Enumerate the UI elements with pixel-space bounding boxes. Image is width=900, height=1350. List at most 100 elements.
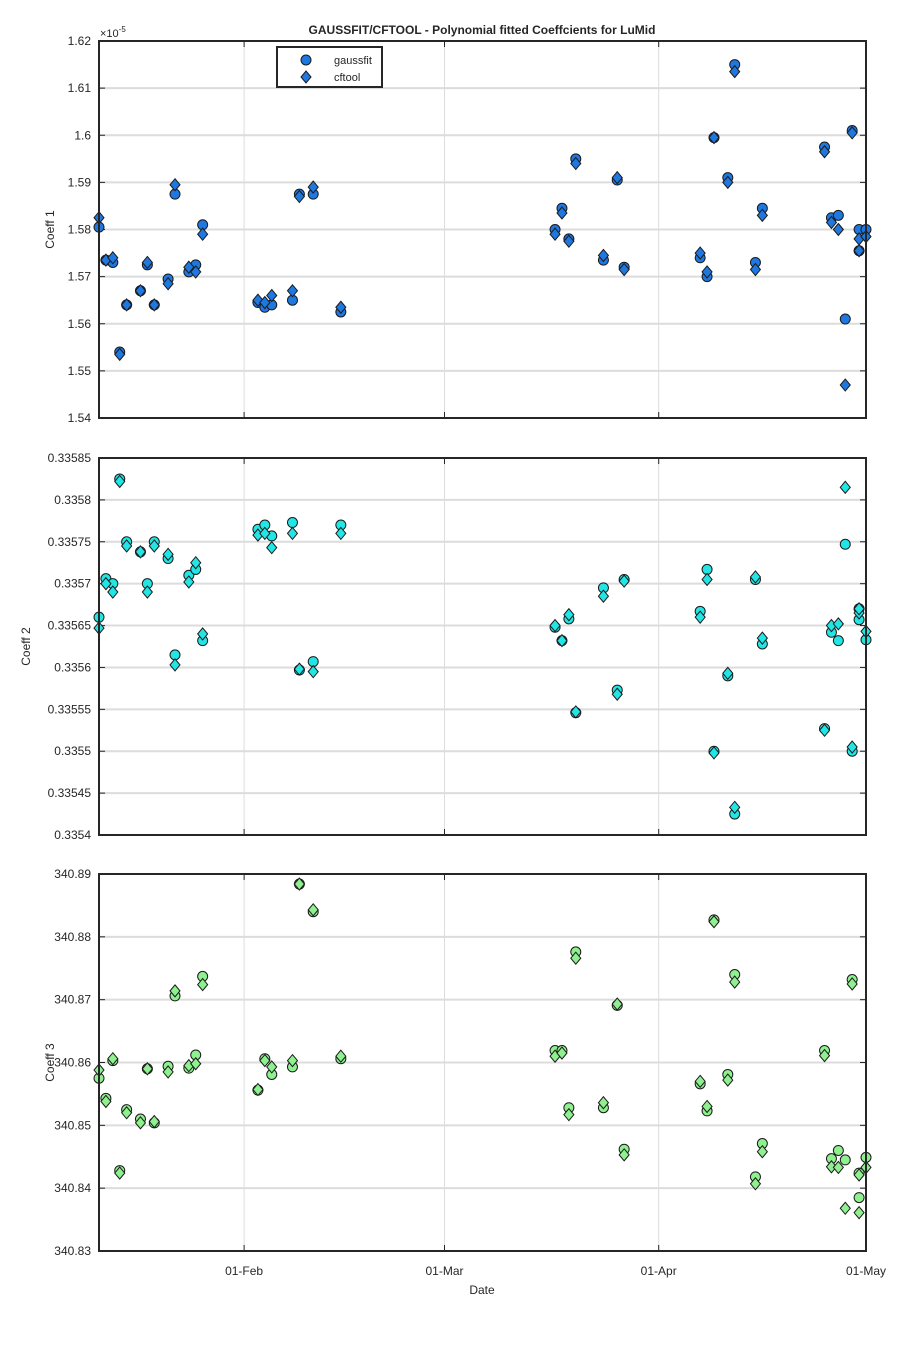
data-point-cftool (563, 234, 575, 249)
data-point-cftool (286, 283, 299, 298)
y-tick-labels: 340.83 340.84 340.85 340.86 340.87 340.88 340.… (54, 867, 91, 1258)
data-point-cftool (307, 180, 319, 194)
data-point-gaussfit (853, 1192, 865, 1204)
data-point-cftool (853, 1168, 865, 1182)
x-tick-label: 01-Mar (425, 1264, 463, 1278)
data-point-cftool (611, 170, 623, 185)
data-point-cftool (729, 800, 741, 815)
legend-label-cftool: cftool (334, 72, 360, 84)
data-point-cftool (722, 1073, 734, 1087)
data-point-cftool (286, 1053, 299, 1068)
data-point-cftool (293, 189, 306, 204)
y-tick-label: 1.57 (68, 270, 92, 284)
legend-marker-cftool (300, 70, 312, 84)
data-point-cftool (556, 206, 568, 220)
data-point-cftool (832, 222, 845, 237)
data-point-cftool (825, 215, 838, 230)
data-marks (93, 473, 872, 820)
data-point-cftool (556, 1046, 568, 1060)
data-point-cftool (162, 547, 174, 562)
data-point-cftool (597, 248, 610, 263)
panel-coeff-1: 1.54 1.55 1.56 1.57 1.58 1.59 1.6 1.61 1.62 Coef… (43, 34, 872, 425)
data-point-cftool (694, 246, 706, 260)
data-point-gaussfit (832, 209, 844, 221)
data-point-cftool (148, 539, 160, 553)
data-point-cftool (114, 347, 126, 362)
y-axis-label: Coeff 1 (43, 210, 57, 249)
y-tick-label: 1.62 (68, 34, 92, 48)
data-point-cftool (853, 602, 865, 616)
y-tick-label: 0.3355 (54, 744, 91, 758)
data-point-cftool (756, 1144, 769, 1159)
data-point-cftool (701, 1099, 713, 1114)
data-point-cftool (134, 283, 147, 298)
data-point-cftool (839, 480, 851, 495)
y-tick-labels: 1.54 1.55 1.56 1.57 1.58 1.59 1.6 1.61 1.62 (68, 34, 92, 425)
data-point-cftool (293, 877, 306, 891)
data-point-cftool (818, 723, 831, 738)
chart-title: GAUSSFIT/CFTOOL - Polynomial fitted Coef… (309, 23, 656, 37)
data-point-cftool (141, 1062, 154, 1076)
data-point-cftool (611, 687, 623, 702)
data-point-cftool (141, 585, 154, 599)
data-point-cftool (120, 298, 133, 312)
data-point-cftool (853, 1205, 865, 1220)
data-point-cftool (563, 1107, 575, 1122)
y-exponent-label: ×10-5 (100, 25, 126, 40)
y-tick-label: 0.3354 (54, 828, 91, 842)
data-point-cftool (701, 572, 713, 587)
y-tick-label: 340.83 (54, 1244, 91, 1258)
data-point-cftool (570, 156, 582, 171)
panel-coeff-2: 0.3354 0.33545 0.3355 0.33555 0.3356 0.33565 0… (19, 451, 872, 842)
data-point-cftool (148, 298, 160, 312)
data-point-cftool (162, 276, 174, 291)
data-point-cftool (749, 1176, 762, 1191)
y-exponent-base: ×10 (100, 28, 119, 40)
data-point-cftool (259, 1053, 271, 1068)
data-point-cftool (756, 208, 769, 223)
y-tick-label: 0.3357 (54, 577, 91, 591)
axes-frame (98, 40, 867, 419)
data-point-cftool (307, 664, 319, 679)
y-tick-label: 340.89 (54, 867, 91, 881)
x-tick-label: 01-Feb (225, 1264, 263, 1278)
data-point-gaussfit (839, 313, 851, 325)
y-exponent-power: -5 (119, 25, 127, 34)
data-point-cftool (694, 610, 706, 624)
x-tick-label: 01-May (846, 1264, 886, 1278)
data-point-cftool (818, 144, 831, 159)
data-point-gaussfit (839, 1154, 851, 1166)
legend-label-gaussfit: gaussfit (334, 55, 372, 67)
data-point-cftool (169, 177, 181, 192)
data-point-cftool (134, 1116, 147, 1130)
data-point-cftool (259, 526, 271, 541)
axes-frame (98, 457, 867, 836)
data-point-cftool (169, 658, 181, 672)
data-point-cftool (694, 1074, 706, 1089)
data-point-cftool (729, 64, 741, 79)
data-point-cftool (563, 607, 575, 622)
data-marks (93, 877, 872, 1220)
data-point-cftool (293, 662, 306, 676)
data-point-cftool (196, 227, 209, 241)
data-point-cftool (169, 984, 181, 998)
data-point-cftool (141, 255, 154, 270)
data-point-cftool (722, 666, 734, 681)
data-point-cftool (100, 576, 112, 591)
x-tick-label: 01-Apr (641, 1264, 677, 1278)
data-point-cftool (335, 526, 347, 541)
y-axis-label: Coeff 3 (43, 1043, 57, 1082)
y-tick-label: 1.55 (68, 364, 92, 378)
legend-box (276, 46, 383, 88)
data-point-cftool (190, 1056, 202, 1071)
data-point-cftool (722, 175, 734, 190)
data-point-cftool (729, 975, 741, 989)
data-point-cftool (846, 977, 858, 991)
y-tick-label: 0.33565 (48, 619, 92, 633)
data-marks (93, 59, 872, 392)
data-point-cftool (266, 1060, 278, 1074)
data-point-cftool (839, 378, 851, 392)
data-point-cftool (708, 746, 720, 760)
legend[interactable]: gaussfit cftool (276, 46, 383, 88)
